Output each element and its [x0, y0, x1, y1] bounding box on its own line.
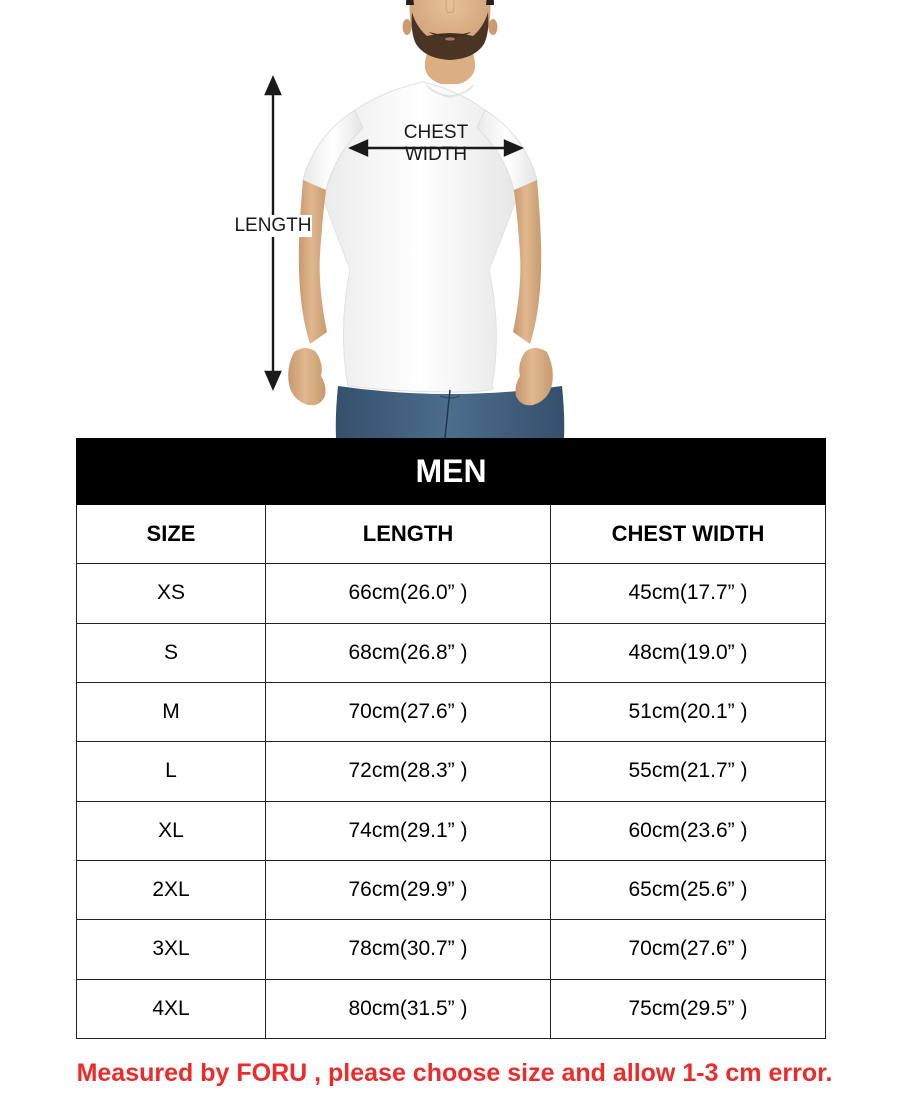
svg-text:LENGTH: LENGTH	[234, 215, 311, 236]
svg-text:WIDTH: WIDTH	[405, 144, 467, 165]
svg-text:CHEST: CHEST	[404, 122, 469, 143]
